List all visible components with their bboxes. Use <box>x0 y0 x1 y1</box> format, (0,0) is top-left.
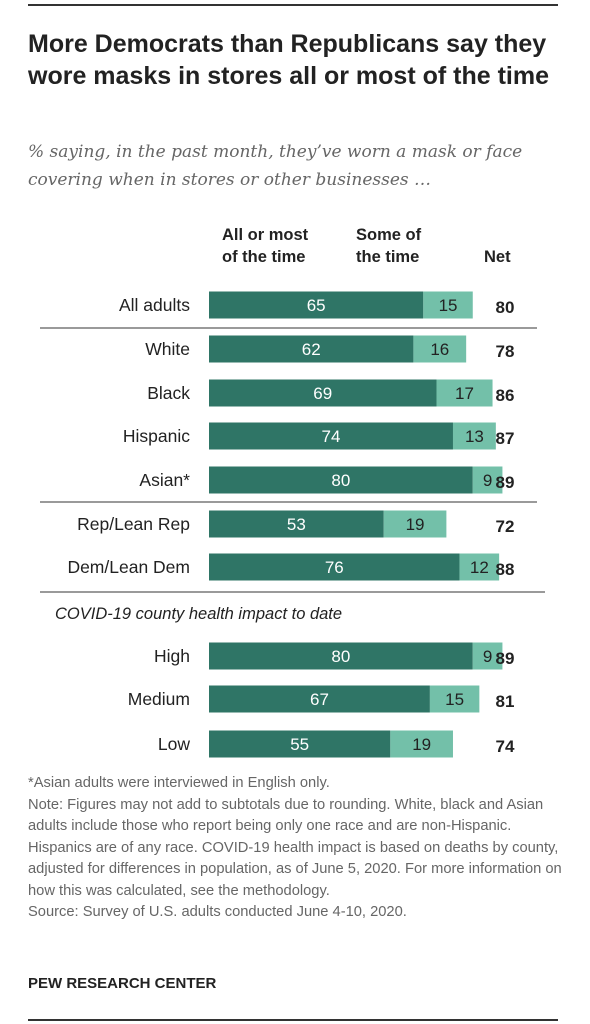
group-header: COVID-19 county health impact to date <box>55 605 342 623</box>
chart-title: More Democrats than Republicans say they… <box>28 30 549 90</box>
column-header-all-line1: All or most <box>222 226 309 244</box>
bar-all-or-most <box>209 335 414 363</box>
bar-all-or-most <box>209 730 391 758</box>
bar-all-or-most <box>209 553 460 581</box>
data-label-all-or-most: 53 <box>287 515 306 534</box>
category-label: Hispanic <box>123 426 190 446</box>
data-label-all-or-most: 76 <box>325 558 344 577</box>
asterisk-note: *Asian adults were interviewed in Englis… <box>28 775 330 791</box>
column-header-all-or-most: All or most of the time <box>222 224 308 268</box>
column-header-net: Net <box>484 248 511 266</box>
bar-all-or-most <box>209 685 430 713</box>
bar-all-or-most <box>209 510 384 538</box>
data-label-all-or-most: 80 <box>331 471 350 490</box>
net-value: 87 <box>496 429 515 448</box>
column-header-some-line1: Some of <box>356 226 422 244</box>
data-label-all-or-most: 62 <box>302 340 321 359</box>
net-value: 89 <box>496 473 515 492</box>
data-label-some: 19 <box>412 735 431 754</box>
data-label-some: 9 <box>483 647 492 666</box>
data-label-some: 17 <box>455 384 474 403</box>
data-label-some: 15 <box>445 690 464 709</box>
category-label: Black <box>147 383 190 403</box>
net-value: 88 <box>496 560 515 579</box>
net-value: 81 <box>496 692 515 711</box>
net-value: 78 <box>496 342 515 361</box>
bottom-rule <box>28 1019 558 1021</box>
data-label-some: 9 <box>483 471 492 490</box>
data-label-all-or-most: 69 <box>313 384 332 403</box>
data-label-all-or-most: 74 <box>322 427 341 446</box>
bar-some <box>452 422 496 450</box>
net-value: 80 <box>496 298 515 317</box>
bar-all-or-most <box>209 291 424 319</box>
bar-some <box>459 553 500 581</box>
net-value: 86 <box>496 386 515 405</box>
bar-all-or-most <box>209 466 473 494</box>
chart-subtitle: % saying, in the past month, they’ve wor… <box>28 142 523 190</box>
bar-some <box>436 379 493 407</box>
data-label-some: 15 <box>439 296 458 315</box>
category-label: All adults <box>119 295 190 315</box>
category-label: Low <box>158 734 190 754</box>
data-label-all-or-most: 80 <box>331 647 350 666</box>
category-label: Medium <box>128 689 190 709</box>
bar-some <box>383 510 447 538</box>
data-label-some: 13 <box>465 427 484 446</box>
category-label: Dem/Lean Dem <box>67 557 190 577</box>
data-label-some: 12 <box>470 558 489 577</box>
net-value: 89 <box>496 649 515 668</box>
chart-notes: *Asian adults were interviewed in Englis… <box>28 773 568 924</box>
data-label-some: 19 <box>406 515 425 534</box>
methodology-note: Note: Figures may not add to subtotals d… <box>28 796 562 899</box>
footer-brand: PEW RESEARCH CENTER <box>28 975 217 992</box>
bar-some <box>429 685 480 713</box>
category-label: Rep/Lean Rep <box>77 514 190 534</box>
bar-some <box>413 335 467 363</box>
top-rule <box>28 4 558 6</box>
bar-all-or-most <box>209 422 453 450</box>
column-header-some-line2: the time <box>356 248 420 266</box>
category-label: Asian* <box>139 470 190 490</box>
category-label: High <box>154 646 190 666</box>
data-label-all-or-most: 67 <box>310 690 329 709</box>
bar-all-or-most <box>209 642 473 670</box>
column-header-all-line2: of the time <box>222 248 306 266</box>
bar-some <box>390 730 453 758</box>
bar-some <box>472 466 503 494</box>
net-value: 74 <box>496 737 515 756</box>
data-label-all-or-most: 65 <box>307 296 326 315</box>
bar-some <box>423 291 473 319</box>
net-value: 72 <box>496 517 515 536</box>
bar-some <box>472 642 503 670</box>
category-label: White <box>145 339 190 359</box>
column-header-some: Some of the time <box>356 224 421 268</box>
stacked-bar-chart: COVID-19 county health impact to date All… <box>40 291 545 758</box>
bar-all-or-most <box>209 379 437 407</box>
data-label-all-or-most: 55 <box>290 735 309 754</box>
source-note: Source: Survey of U.S. adults conducted … <box>28 904 407 920</box>
data-label-some: 16 <box>430 340 449 359</box>
